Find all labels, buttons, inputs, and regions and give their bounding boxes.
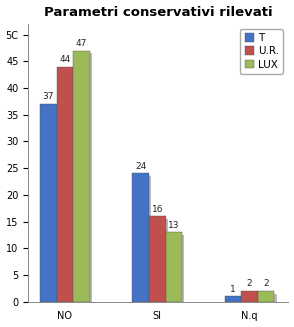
Bar	[241, 291, 258, 302]
Text: 1: 1	[230, 285, 236, 294]
Bar	[258, 291, 274, 302]
Text: 44: 44	[59, 55, 71, 64]
FancyBboxPatch shape	[227, 299, 243, 304]
FancyBboxPatch shape	[59, 69, 76, 304]
Text: 13: 13	[168, 221, 180, 230]
Bar	[225, 296, 241, 302]
FancyBboxPatch shape	[76, 53, 92, 304]
Text: 24: 24	[135, 162, 146, 171]
Bar	[73, 51, 90, 302]
FancyBboxPatch shape	[42, 107, 59, 304]
FancyBboxPatch shape	[260, 294, 277, 304]
FancyBboxPatch shape	[151, 219, 168, 304]
Text: 2: 2	[263, 279, 269, 288]
Bar	[166, 232, 182, 302]
Text: 47: 47	[76, 39, 87, 48]
Text: 16: 16	[151, 205, 163, 214]
Text: 2: 2	[247, 279, 252, 288]
Legend: T, U.R., LUX: T, U.R., LUX	[240, 29, 283, 74]
Bar	[57, 67, 73, 302]
Bar	[132, 174, 149, 302]
FancyBboxPatch shape	[168, 235, 184, 304]
FancyBboxPatch shape	[135, 176, 151, 304]
Bar	[40, 104, 57, 302]
FancyBboxPatch shape	[243, 294, 260, 304]
Bar	[149, 216, 166, 302]
Title: Parametri conservativi rilevati: Parametri conservativi rilevati	[44, 6, 273, 19]
Text: 37: 37	[43, 92, 54, 101]
